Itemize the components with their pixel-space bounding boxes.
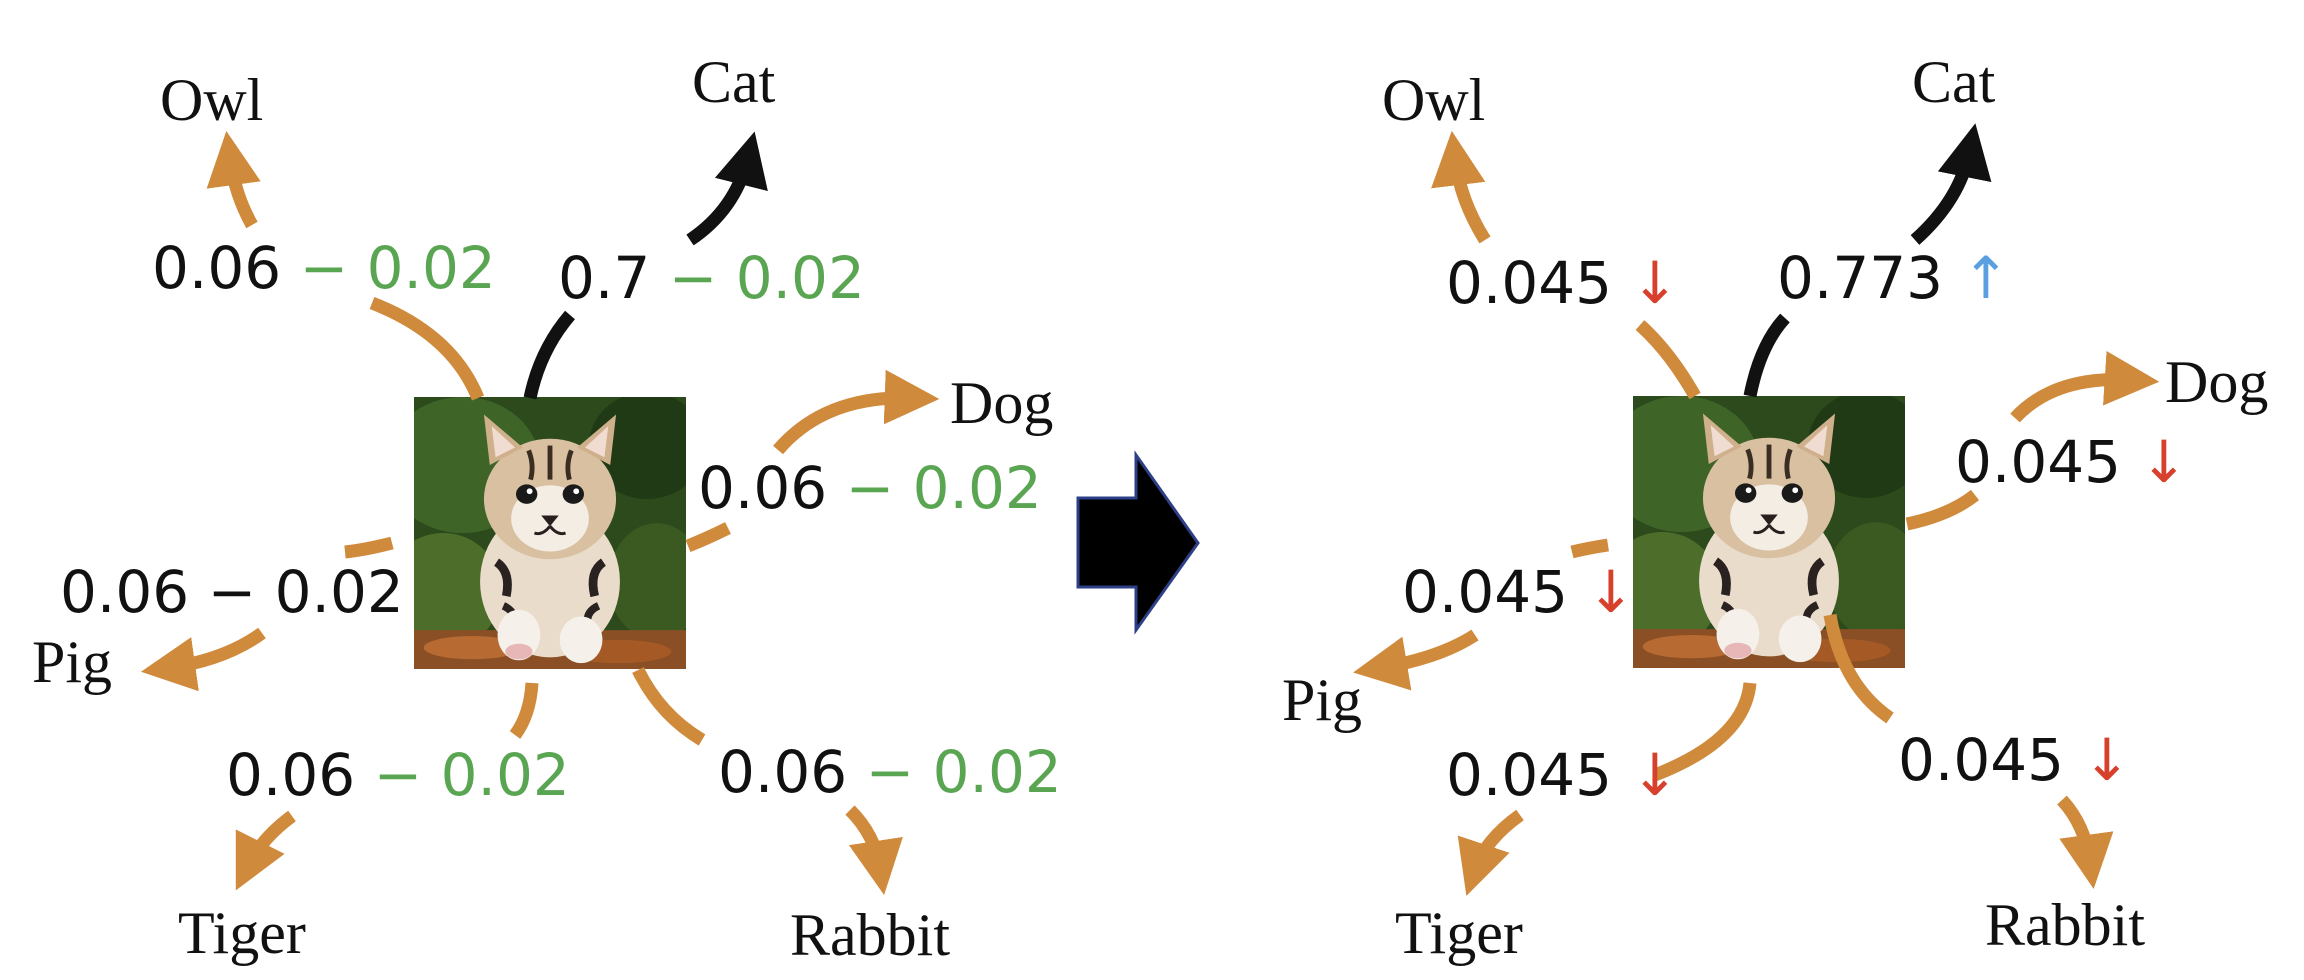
left-cat-arrow	[686, 131, 768, 246]
left-class-owl: Owl	[160, 67, 263, 133]
left-rabbit-arrow-lower	[632, 667, 706, 746]
left-class-pig: Pig	[32, 629, 112, 695]
right-value-owl-down-arrow: ↓	[1630, 249, 1679, 317]
right-value-dog-base: 0.045	[1955, 428, 2121, 496]
right-value-tiger-base: 0.045	[1446, 741, 1612, 809]
left-value-pig: 0.06 − 0.02	[60, 558, 404, 626]
right-cat-image	[1604, 391, 1925, 668]
right-value-rabbit-down-arrow: ↓	[2082, 726, 2131, 794]
right-value-owl-base: 0.045	[1446, 249, 1612, 317]
left-rabbit-arrow	[845, 805, 903, 895]
right-owl-arrow-lower	[1635, 320, 1701, 400]
left-dog-arrow-lower	[685, 522, 731, 553]
right-cat-arrow	[1910, 123, 1992, 245]
right-owl-arrow	[1431, 130, 1491, 244]
left-value-dog-minus: − 0.02	[846, 454, 1042, 522]
left-value-owl-base: 0.06	[152, 234, 281, 302]
left-value-rabbit: 0.06 − 0.02	[718, 738, 1062, 806]
left-value-cat-minus: − 0.02	[669, 244, 865, 312]
right-pig-arrow-lower	[1570, 538, 1609, 559]
right-value-cat: 0.773 ↑	[1777, 244, 2010, 312]
left-value-pig-minus: − 0.02	[208, 558, 404, 626]
right-rabbit-arrow	[2057, 795, 2114, 890]
right-value-owl: 0.045 ↓	[1446, 249, 1679, 317]
left-tiger-arrow	[235, 810, 296, 891]
right-value-dog-down-arrow: ↓	[2139, 428, 2188, 496]
left-value-tiger-base: 0.06	[226, 741, 355, 809]
left-panel: Owl Cat Dog Pig Tiger Rabbit 0.06 − 0.02…	[32, 49, 1062, 968]
right-rabbit-arrow-lower	[1823, 613, 1894, 724]
right-value-pig-down-arrow: ↓	[1586, 558, 1635, 626]
left-value-owl: 0.06 − 0.02	[152, 234, 496, 302]
left-value-dog-base: 0.06	[698, 454, 827, 522]
right-class-dog: Dog	[2165, 349, 2268, 415]
left-value-rabbit-base: 0.06	[718, 738, 847, 806]
right-value-rabbit: 0.045 ↓	[1898, 726, 2131, 794]
left-value-cat-base: 0.7	[558, 244, 650, 312]
right-class-cat: Cat	[1912, 49, 1996, 115]
right-value-cat-base: 0.773	[1777, 244, 1943, 312]
right-class-owl: Owl	[1382, 67, 1485, 133]
left-pig-arrow	[140, 627, 266, 692]
left-owl-arrow-lower	[369, 296, 485, 401]
right-dog-arrow	[2010, 350, 2160, 423]
left-value-tiger-minus: − 0.02	[374, 741, 570, 809]
left-value-tiger: 0.06 − 0.02	[226, 741, 570, 809]
right-class-tiger: Tiger	[1395, 900, 1523, 966]
left-class-cat: Cat	[692, 49, 776, 115]
left-dog-arrow	[773, 369, 940, 455]
left-value-owl-minus: − 0.02	[300, 234, 496, 302]
right-dog-arrow-lower	[1905, 489, 1980, 531]
right-pig-arrow	[1353, 629, 1479, 691]
right-value-rabbit-base: 0.045	[1898, 726, 2064, 794]
right-arrow-icon	[1076, 450, 1200, 635]
left-value-rabbit-minus: − 0.02	[866, 738, 1062, 806]
left-owl-arrow	[206, 130, 261, 229]
right-tiger-arrow	[1457, 809, 1524, 896]
right-value-pig: 0.045 ↓	[1402, 558, 1635, 626]
left-class-dog: Dog	[950, 370, 1053, 436]
left-class-rabbit: Rabbit	[790, 902, 950, 968]
right-cat-arrow-lower	[1743, 313, 1790, 398]
right-panel: Owl Cat Dog Pig Tiger Rabbit 0.045 ↓ 0.7…	[1282, 49, 2268, 966]
left-tiger-arrow-lower	[509, 682, 539, 739]
left-cat-image	[385, 392, 706, 669]
right-class-rabbit: Rabbit	[1985, 892, 2145, 958]
right-tiger-arrow-lower	[1652, 682, 1757, 782]
right-value-cat-up-arrow: ↑	[1961, 244, 2010, 312]
left-class-tiger: Tiger	[178, 900, 306, 966]
left-cat-arrow-lower	[523, 310, 575, 400]
right-value-tiger: 0.045 ↓	[1446, 741, 1679, 809]
left-value-cat: 0.7 − 0.02	[558, 244, 865, 312]
right-value-pig-base: 0.045	[1402, 558, 1568, 626]
left-value-pig-base: 0.06	[60, 558, 189, 626]
left-value-dog: 0.06 − 0.02	[698, 454, 1042, 522]
right-value-tiger-down-arrow: ↓	[1630, 741, 1679, 809]
right-class-pig: Pig	[1282, 667, 1362, 733]
left-pig-arrow-lower	[344, 536, 394, 559]
right-value-dog: 0.045 ↓	[1955, 428, 2188, 496]
